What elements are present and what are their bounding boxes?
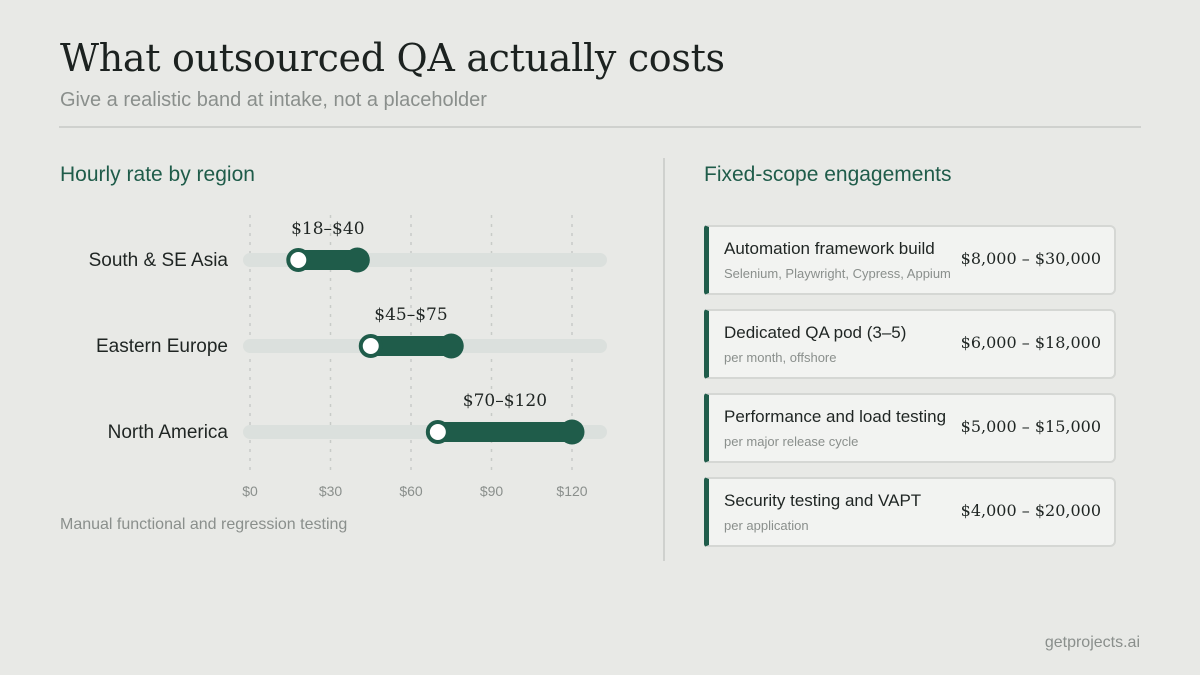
hourly-rate-section-title: Hourly rate by region bbox=[60, 163, 255, 186]
engagement-price: $6,000 – $18,000 bbox=[960, 333, 1101, 352]
range-high-marker bbox=[559, 419, 585, 445]
category-label: Eastern Europe bbox=[96, 336, 228, 357]
range-low-marker bbox=[425, 420, 450, 444]
brand-footer: getprojects.ai bbox=[1044, 634, 1140, 651]
engagement-detail: per major release cycle bbox=[724, 434, 859, 449]
engagement-name: Security testing and VAPT bbox=[724, 491, 922, 510]
chart-footnote: Manual functional and regression testing bbox=[60, 516, 348, 533]
engagement-card-qa-pod: Dedicated QA pod (3–5) per month, offsho… bbox=[704, 309, 1116, 379]
header-divider bbox=[59, 126, 1141, 128]
x-tick-label: $120 bbox=[556, 483, 587, 499]
range-low-marker bbox=[358, 334, 383, 358]
x-tick-label: $90 bbox=[480, 483, 504, 499]
range-data-label: $18–$40 bbox=[291, 219, 364, 239]
hourly-rate-range-chart: $0 $30 $60 $90 $120 South & SE Asia $18–$40 Eas… bbox=[89, 215, 607, 499]
engagement-card-performance: Performance and load testing per major r… bbox=[704, 393, 1116, 463]
engagement-price: $4,000 – $20,000 bbox=[960, 501, 1101, 520]
x-tick-label: $60 bbox=[399, 483, 423, 499]
range-high-marker bbox=[344, 247, 370, 273]
engagement-name: Automation framework build bbox=[724, 239, 935, 258]
page-subtitle: Give a realistic band at intake, not a p… bbox=[60, 89, 487, 111]
page-title: What outsourced QA actually costs bbox=[60, 36, 725, 80]
engagement-detail: per month, offshore bbox=[724, 350, 837, 365]
engagement-card-security: Security testing and VAPT per applicatio… bbox=[704, 477, 1116, 547]
engagement-card-automation: Automation framework build Selenium, Pla… bbox=[704, 225, 1116, 295]
engagement-price: $8,000 – $30,000 bbox=[960, 249, 1101, 268]
category-label: North America bbox=[108, 422, 229, 443]
x-tick-label: $30 bbox=[319, 483, 343, 499]
engagement-detail: per application bbox=[724, 518, 809, 533]
engagement-detail: Selenium, Playwright, Cypress, Appium bbox=[724, 266, 951, 281]
engagement-price: $5,000 – $15,000 bbox=[960, 417, 1101, 436]
range-high-marker bbox=[438, 333, 464, 359]
range-low-marker bbox=[286, 248, 311, 272]
x-tick-label: $0 bbox=[242, 483, 258, 499]
fixed-scope-section-title: Fixed-scope engagements bbox=[704, 163, 952, 186]
column-divider bbox=[663, 158, 665, 561]
engagement-name: Dedicated QA pod (3–5) bbox=[724, 323, 907, 342]
range-data-label: $45–$75 bbox=[374, 305, 447, 325]
category-label: South & SE Asia bbox=[89, 250, 229, 271]
engagement-name: Performance and load testing bbox=[724, 407, 947, 426]
range-data-label: $70–$120 bbox=[463, 391, 547, 411]
